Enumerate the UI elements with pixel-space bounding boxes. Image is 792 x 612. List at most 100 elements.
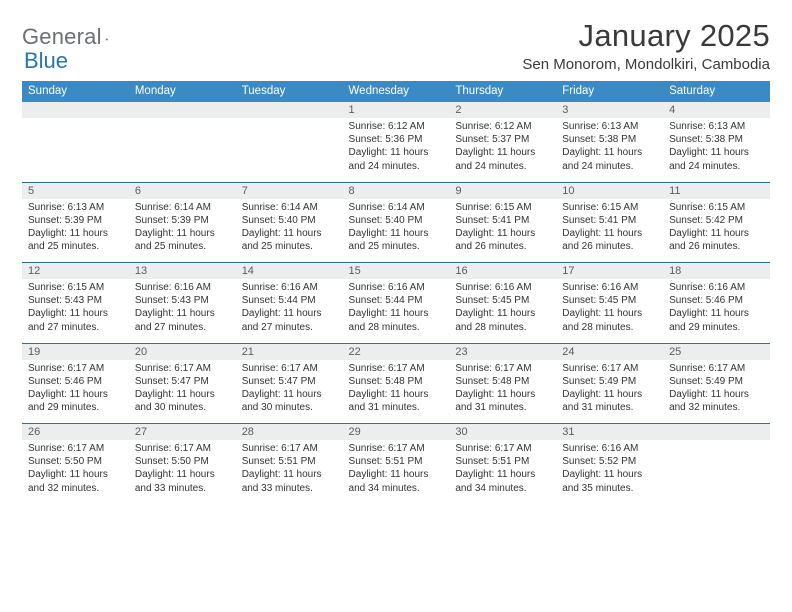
day-number-row: 12131415161718 — [22, 263, 770, 280]
day-number-cell: 25 — [663, 343, 770, 360]
day-number-cell: 23 — [449, 343, 556, 360]
sunset-line: Sunset: 5:39 PM — [28, 214, 123, 227]
sunrise-line: Sunrise: 6:17 AM — [455, 362, 550, 375]
sunset-line: Sunset: 5:51 PM — [242, 455, 337, 468]
sunset-line: Sunset: 5:41 PM — [562, 214, 657, 227]
daylight-line: Daylight: 11 hours and 27 minutes. — [242, 307, 337, 333]
day-number-cell: 1 — [343, 102, 450, 118]
day-number-cell: 14 — [236, 263, 343, 280]
sunrise-line: Sunrise: 6:12 AM — [455, 120, 550, 133]
sunrise-line: Sunrise: 6:15 AM — [28, 281, 123, 294]
day-number-cell: 19 — [22, 343, 129, 360]
header: General January 2025 Sen Monorom, Mondol… — [22, 18, 770, 73]
sunset-line: Sunset: 5:46 PM — [669, 294, 764, 307]
sunset-line: Sunset: 5:45 PM — [562, 294, 657, 307]
sunrise-line: Sunrise: 6:13 AM — [562, 120, 657, 133]
day-number-cell: 13 — [129, 263, 236, 280]
day-info-cell: Sunrise: 6:14 AMSunset: 5:40 PMDaylight:… — [236, 199, 343, 263]
weekday-header-row: SundayMondayTuesdayWednesdayThursdayFrid… — [22, 81, 770, 102]
sunrise-line: Sunrise: 6:17 AM — [135, 362, 230, 375]
sunset-line: Sunset: 5:36 PM — [349, 133, 444, 146]
day-info-cell: Sunrise: 6:16 AMSunset: 5:43 PMDaylight:… — [129, 279, 236, 343]
sunset-line: Sunset: 5:47 PM — [242, 375, 337, 388]
daylight-line: Daylight: 11 hours and 31 minutes. — [562, 388, 657, 414]
daylight-line: Daylight: 11 hours and 30 minutes. — [135, 388, 230, 414]
day-number-row: 262728293031 — [22, 424, 770, 441]
sunset-line: Sunset: 5:37 PM — [455, 133, 550, 146]
day-number-cell: 7 — [236, 182, 343, 199]
day-number-cell: 24 — [556, 343, 663, 360]
sunset-line: Sunset: 5:46 PM — [28, 375, 123, 388]
daylight-line: Daylight: 11 hours and 25 minutes. — [28, 227, 123, 253]
sunrise-line: Sunrise: 6:16 AM — [242, 281, 337, 294]
daylight-line: Daylight: 11 hours and 30 minutes. — [242, 388, 337, 414]
weekday-header: Friday — [556, 81, 663, 102]
day-info-row: Sunrise: 6:17 AM Sunset: 5:46 PM Daylight:… — [22, 360, 770, 424]
day-info-cell: Sunrise: 6:17 AMSunset: 5:47 PMDaylight:… — [236, 360, 343, 424]
day-number-cell: 26 — [22, 424, 129, 441]
sunset-line: Sunset: 5:49 PM — [562, 375, 657, 388]
sunset-line: Sunset: 5:38 PM — [669, 133, 764, 146]
daylight-line: Daylight: 11 hours and 25 minutes. — [349, 227, 444, 253]
sunset-line: Sunset: 5:42 PM — [669, 214, 764, 227]
sunset-line: Sunset: 5:48 PM — [349, 375, 444, 388]
day-number-cell: 15 — [343, 263, 450, 280]
sunset-line: Sunset: 5:41 PM — [455, 214, 550, 227]
day-number-cell: 5 — [22, 182, 129, 199]
day-info-cell: Sunrise: 6:17 AMSunset: 5:50 PMDaylight:… — [129, 440, 236, 504]
daylight-line: Daylight: 11 hours and 24 minutes. — [455, 146, 550, 172]
day-number-cell — [236, 102, 343, 118]
sunset-line: Sunset: 5:47 PM — [135, 375, 230, 388]
day-number-cell: 18 — [663, 263, 770, 280]
daylight-line: Daylight: 11 hours and 31 minutes. — [349, 388, 444, 414]
sunrise-line: Sunrise: 6:17 AM — [349, 442, 444, 455]
day-number-row: 567891011 — [22, 182, 770, 199]
sunset-line: Sunset: 5:45 PM — [455, 294, 550, 307]
daylight-line: Daylight: 11 hours and 35 minutes. — [562, 468, 657, 494]
day-info-cell: Sunrise: 6:16 AMSunset: 5:44 PMDaylight:… — [343, 279, 450, 343]
sunrise-line: Sunrise: 6:17 AM — [135, 442, 230, 455]
daylight-line: Daylight: 11 hours and 27 minutes. — [135, 307, 230, 333]
sunset-line: Sunset: 5:49 PM — [669, 375, 764, 388]
day-number-cell: 30 — [449, 424, 556, 441]
sunset-line: Sunset: 5:38 PM — [562, 133, 657, 146]
logo-text-blue: Blue — [24, 48, 68, 74]
sunset-line: Sunset: 5:51 PM — [455, 455, 550, 468]
sunset-line: Sunset: 5:43 PM — [135, 294, 230, 307]
daylight-line: Daylight: 11 hours and 33 minutes. — [135, 468, 230, 494]
day-info-cell: Sunrise: 6:16 AMSunset: 5:45 PMDaylight:… — [556, 279, 663, 343]
sunrise-line: Sunrise: 6:15 AM — [669, 201, 764, 214]
sunrise-line: Sunrise: 6:16 AM — [562, 281, 657, 294]
day-info-cell: Sunrise: 6:13 AMSunset: 5:38 PMDaylight:… — [663, 118, 770, 182]
location-subtitle: Sen Monorom, Mondolkiri, Cambodia — [522, 56, 770, 73]
daylight-line: Daylight: 11 hours and 25 minutes. — [242, 227, 337, 253]
sunset-line: Sunset: 5:43 PM — [28, 294, 123, 307]
day-number-cell: 28 — [236, 424, 343, 441]
daylight-line: Daylight: 11 hours and 32 minutes. — [669, 388, 764, 414]
day-info-cell: Sunrise: 6:17 AMSunset: 5:51 PMDaylight:… — [449, 440, 556, 504]
sunset-line: Sunset: 5:40 PM — [349, 214, 444, 227]
daylight-line: Daylight: 11 hours and 28 minutes. — [562, 307, 657, 333]
day-info-cell: Sunrise: 6:14 AMSunset: 5:39 PMDaylight:… — [129, 199, 236, 263]
day-number-cell: 10 — [556, 182, 663, 199]
day-info-cell — [236, 118, 343, 182]
day-number-cell: 3 — [556, 102, 663, 118]
day-info-row: Sunrise: 6:15 AMSunset: 5:43 PMDaylight:… — [22, 279, 770, 343]
weekday-header: Monday — [129, 81, 236, 102]
weekday-header: Sunday — [22, 81, 129, 102]
logo-sails-icon — [105, 30, 109, 48]
sunrise-line: Sunrise: 6:16 AM — [349, 281, 444, 294]
sunset-line: Sunset: 5:44 PM — [349, 294, 444, 307]
daylight-line: Daylight: 11 hours and 25 minutes. — [135, 227, 230, 253]
day-info-cell: Sunrise: 6:13 AMSunset: 5:39 PMDaylight:… — [22, 199, 129, 263]
day-info-cell: Sunrise: 6:16 AMSunset: 5:45 PMDaylight:… — [449, 279, 556, 343]
day-number-cell: 31 — [556, 424, 663, 441]
daylight-line: Daylight: 11 hours and 24 minutes. — [562, 146, 657, 172]
day-number-cell: 17 — [556, 263, 663, 280]
sunrise-line: Sunrise: 6:14 AM — [135, 201, 230, 214]
day-info-cell: Sunrise: 6:16 AMSunset: 5:52 PMDaylight:… — [556, 440, 663, 504]
daylight-line: Daylight: 11 hours and 27 minutes. — [28, 307, 123, 333]
day-info-cell: Sunrise: 6:16 AMSunset: 5:46 PMDaylight:… — [663, 279, 770, 343]
sunset-line: Sunset: 5:39 PM — [135, 214, 230, 227]
daylight-line: Daylight: 11 hours and 26 minutes. — [669, 227, 764, 253]
